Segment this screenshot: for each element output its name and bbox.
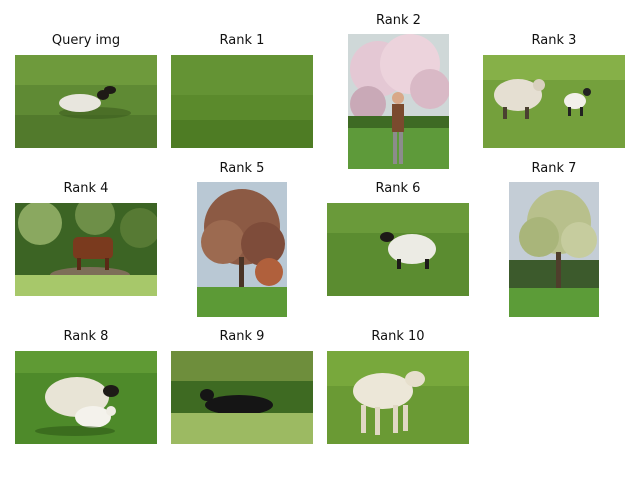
- thumbnail-image: [15, 203, 157, 296]
- panel-rank3: Rank 3: [483, 30, 625, 150]
- panel-rank9: Rank 9: [171, 326, 313, 446]
- panel-title: Rank 2: [376, 13, 421, 28]
- panel-title: Rank 8: [63, 329, 109, 344]
- thumbnail-image: [197, 182, 287, 317]
- thumbnail-image: [15, 55, 157, 148]
- panel-rank2: Rank 2: [348, 10, 449, 170]
- panel-rank8: Rank 8: [15, 326, 157, 446]
- panel-title: Rank 9: [219, 329, 265, 344]
- panel-rank10: Rank 10: [327, 326, 469, 446]
- thumbnail-image: [15, 351, 157, 444]
- panel-rank7: Rank 7: [509, 158, 599, 318]
- thumbnail-image: [171, 351, 313, 444]
- panel-title: Rank 7: [531, 161, 577, 176]
- thumbnail-image: [348, 34, 449, 169]
- panel-title: Rank 5: [219, 161, 265, 176]
- panel-title: Rank 3: [531, 33, 577, 48]
- panel-title: Rank 10: [371, 329, 425, 344]
- panel-query: Query img: [15, 30, 157, 150]
- panel-title: Rank 6: [375, 181, 421, 196]
- panel-title: Query img: [51, 33, 121, 48]
- panel-rank5: Rank 5: [197, 158, 287, 318]
- panel-title: Rank 4: [63, 181, 109, 196]
- thumbnail-image: [171, 55, 313, 148]
- panel-rank6: Rank 6: [327, 178, 469, 298]
- thumbnail-image: [483, 55, 625, 148]
- thumbnail-image: [327, 351, 469, 444]
- panel-rank4: Rank 4: [15, 178, 157, 298]
- panel-title: Rank 1: [219, 33, 265, 48]
- thumbnail-image: [327, 203, 469, 296]
- panel-rank1: Rank 1: [171, 30, 313, 150]
- thumbnail-image: [509, 182, 599, 317]
